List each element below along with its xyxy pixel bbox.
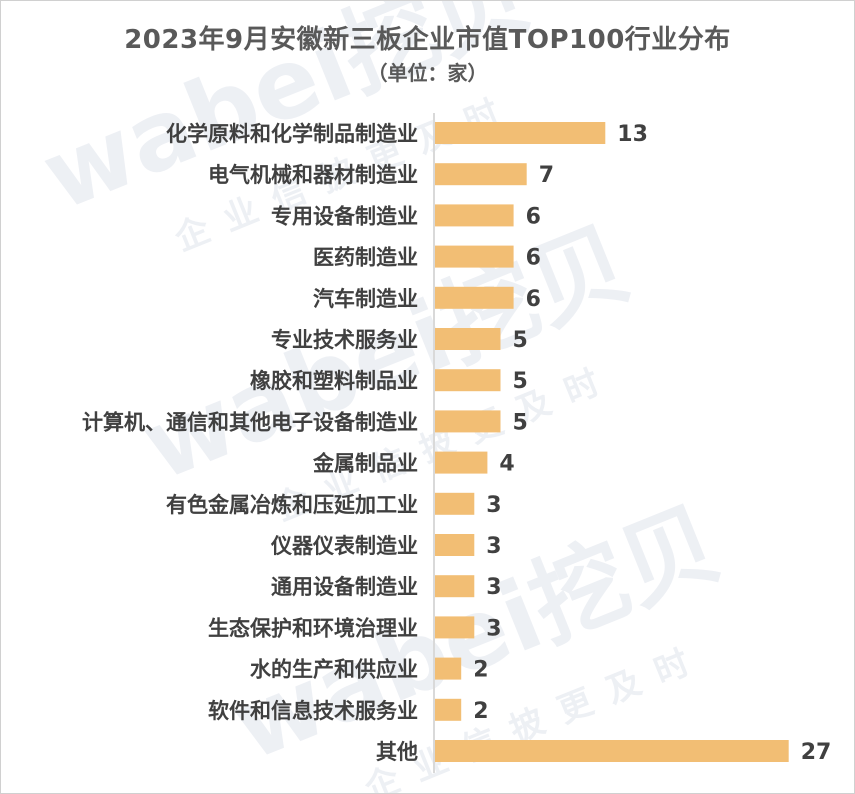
category-label: 计算机、通信和其他电子设备制造业 [82,410,418,434]
bar [435,492,475,515]
category-label: 化学原料和化学制品制造业 [166,122,418,146]
category-label: 通用设备制造业 [271,575,418,599]
category-label: 水的生产和供应业 [250,658,418,682]
value-label: 5 [513,410,528,435]
value-label: 3 [486,534,501,559]
category-label: 金属制品业 [312,452,418,476]
chart-title: 2023年9月安徽新三板企业市值TOP100行业分布 [124,25,731,55]
bar [435,575,475,598]
value-label: 2 [473,658,488,683]
category-label: 软件和信息技术服务业 [208,699,418,723]
value-label: 3 [486,616,501,641]
value-label: 3 [486,575,501,600]
category-label: 汽车制造业 [313,287,418,311]
bar [435,163,527,186]
value-label: 27 [801,740,832,765]
bar [435,534,475,556]
bar [435,369,501,392]
value-label: 4 [499,452,514,477]
bar [435,410,501,433]
category-label: 电气机械和器材制造业 [208,163,418,187]
bar [435,328,501,350]
category-label: 有色金属冶炼和压延加工业 [166,493,418,517]
bar [435,245,514,268]
category-label: 橡胶和塑料制品业 [250,369,418,393]
bar [435,698,462,721]
bar [435,451,488,474]
bar [435,657,462,680]
bar [435,122,606,144]
value-label: 13 [617,122,648,147]
category-label: 医药制造业 [313,246,418,270]
value-label: 6 [526,246,541,271]
chart-subtitle: （单位：家） [367,61,488,85]
category-label: 其他 [376,740,418,764]
value-label: 3 [486,493,501,518]
value-label: 5 [513,328,528,353]
category-label: 仪器仪表制造业 [270,534,418,558]
value-label: 7 [539,163,554,188]
bar [435,616,475,639]
bar [435,204,514,227]
value-label: 6 [526,204,541,229]
bar [435,740,789,762]
value-label: 6 [526,287,541,312]
category-label: 专用设备制造业 [271,204,418,228]
value-label: 5 [513,369,528,394]
value-label: 2 [473,699,488,724]
category-label: 生态保护和环境治理业 [208,616,418,640]
category-label: 专业技术服务业 [271,328,418,352]
bar [435,286,514,309]
